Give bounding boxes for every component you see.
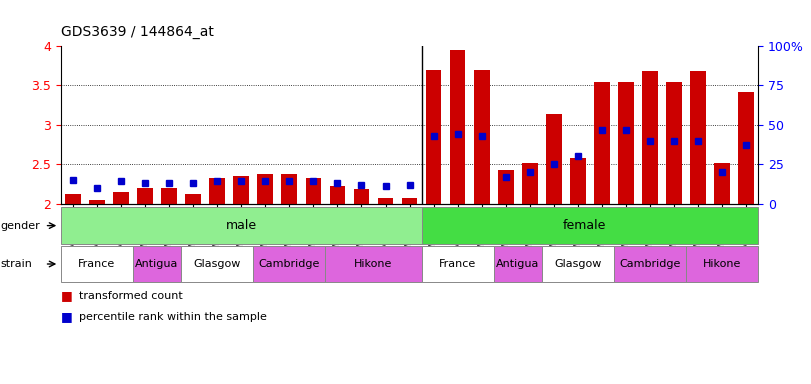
Text: male: male xyxy=(225,219,257,232)
Bar xyxy=(89,200,105,204)
Bar xyxy=(137,188,152,204)
Bar xyxy=(114,192,129,204)
Text: transformed count: transformed count xyxy=(79,291,182,301)
Bar xyxy=(65,194,80,204)
Text: Antigua: Antigua xyxy=(135,259,178,269)
Text: Cambridge: Cambridge xyxy=(620,259,680,269)
Bar xyxy=(522,162,538,204)
Text: Glasgow: Glasgow xyxy=(194,259,241,269)
Bar xyxy=(378,198,393,204)
Bar xyxy=(354,189,369,204)
Bar xyxy=(614,246,686,282)
Bar xyxy=(618,81,634,204)
Bar xyxy=(257,174,273,204)
Text: female: female xyxy=(562,219,606,232)
Bar xyxy=(474,70,490,204)
Bar xyxy=(570,158,586,204)
Bar xyxy=(494,246,542,282)
Bar xyxy=(209,178,225,204)
Bar xyxy=(594,81,610,204)
Bar xyxy=(667,81,682,204)
Text: France: France xyxy=(79,259,115,269)
Bar xyxy=(450,50,466,204)
Bar xyxy=(281,174,297,204)
Text: Hikone: Hikone xyxy=(354,259,393,269)
Bar xyxy=(714,162,730,204)
Text: ■: ■ xyxy=(61,310,72,323)
Bar xyxy=(401,198,418,204)
Text: France: France xyxy=(439,259,476,269)
Bar xyxy=(542,246,614,282)
Bar xyxy=(306,178,321,204)
Bar xyxy=(642,71,658,204)
Text: Glasgow: Glasgow xyxy=(554,259,602,269)
Text: gender: gender xyxy=(1,220,41,231)
Text: Antigua: Antigua xyxy=(496,259,539,269)
Bar xyxy=(739,92,754,204)
Bar xyxy=(133,246,181,282)
Bar xyxy=(181,246,253,282)
Bar xyxy=(61,207,422,244)
Text: percentile rank within the sample: percentile rank within the sample xyxy=(79,312,267,322)
Bar xyxy=(325,246,422,282)
Bar xyxy=(690,71,706,204)
Text: strain: strain xyxy=(1,259,32,269)
Bar xyxy=(253,246,325,282)
Text: ■: ■ xyxy=(61,289,72,302)
Bar xyxy=(61,246,133,282)
Bar xyxy=(161,188,177,204)
Bar xyxy=(426,70,441,204)
Bar xyxy=(422,207,758,244)
Bar xyxy=(234,176,249,204)
Bar xyxy=(422,246,494,282)
Bar xyxy=(185,194,201,204)
Bar xyxy=(686,246,758,282)
Text: Hikone: Hikone xyxy=(703,259,741,269)
Text: Cambridge: Cambridge xyxy=(259,259,320,269)
Bar xyxy=(546,114,562,204)
Bar xyxy=(498,170,513,204)
Bar xyxy=(329,186,345,204)
Text: GDS3639 / 144864_at: GDS3639 / 144864_at xyxy=(61,25,214,39)
